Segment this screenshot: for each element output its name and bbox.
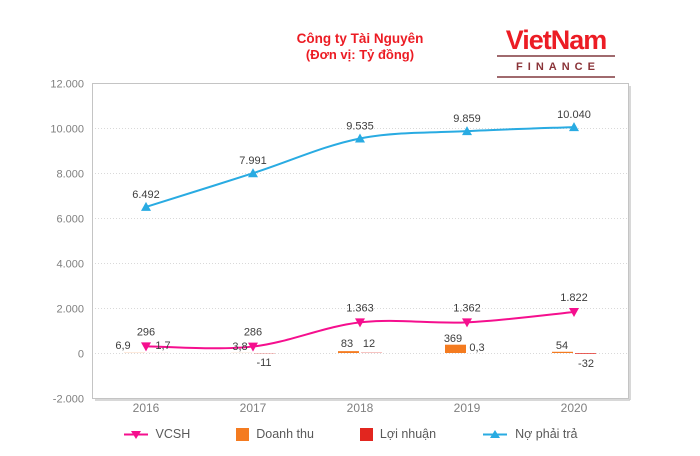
data-label: 1,7 bbox=[155, 340, 170, 352]
doanh-thu-bar bbox=[445, 344, 466, 353]
chart-title: Công ty Tài Nguyên bbox=[296, 31, 424, 46]
data-label: 369 bbox=[444, 333, 462, 345]
square-swatch-icon bbox=[236, 427, 250, 441]
vietnam-finance-logo: VietNam FINANCE bbox=[497, 27, 615, 78]
vcsh-marker bbox=[355, 318, 365, 328]
plot-border bbox=[92, 83, 629, 399]
vcsh-marker bbox=[248, 342, 258, 352]
data-label: 9.535 bbox=[346, 120, 374, 132]
square-swatch-icon bbox=[359, 427, 373, 441]
data-label: -11 bbox=[256, 357, 271, 369]
y-axis-tick-label: 10.000 bbox=[50, 124, 84, 136]
data-label: 83 bbox=[341, 338, 353, 350]
data-label: 286 bbox=[244, 327, 262, 339]
no-phai-tra-marker bbox=[462, 126, 472, 136]
triangle-up-line-icon bbox=[483, 429, 508, 438]
y-axis-tick-label: 8.000 bbox=[56, 169, 84, 181]
y-axis-tick-label: 2.000 bbox=[56, 304, 84, 316]
vcsh-line bbox=[145, 311, 575, 350]
vcsh-marker bbox=[569, 308, 579, 318]
data-label: 1.363 bbox=[346, 302, 374, 314]
data-label: -32 bbox=[578, 358, 594, 370]
legend-item-label: Doanh thu bbox=[256, 427, 314, 441]
legend-item-vcsh: VCSH bbox=[123, 427, 191, 441]
data-label: 1.822 bbox=[560, 292, 588, 304]
x-axis-label: 2018 bbox=[347, 401, 374, 415]
legend-item-label: Nợ phải trả bbox=[515, 427, 578, 441]
chart-title-block: Công ty Tài Nguyên (Đơn vị: Tỷ đồng) bbox=[220, 31, 500, 64]
doanh-thu-bar bbox=[338, 351, 359, 353]
no-phai-tra-marker bbox=[248, 168, 258, 178]
data-label: 1.362 bbox=[453, 302, 481, 314]
x-axis-label: 2020 bbox=[561, 401, 588, 415]
y-axis-tick-label: 6.000 bbox=[56, 214, 84, 226]
chart-subtitle: (Đơn vị: Tỷ đồng) bbox=[305, 47, 415, 63]
data-label: 9.859 bbox=[453, 113, 481, 125]
y-axis-tick-label: 4.000 bbox=[56, 259, 84, 271]
doanh-thu-bar bbox=[552, 351, 573, 353]
logo-finance-band: FINANCE bbox=[497, 55, 615, 78]
legend-item-label: Lợi nhuận bbox=[379, 427, 437, 441]
vcsh-marker bbox=[141, 342, 151, 352]
data-label: 10.040 bbox=[557, 109, 591, 121]
legend-item-loi-nhuan: Lợi nhuận bbox=[359, 427, 437, 441]
no-phai-tra-marker bbox=[355, 133, 365, 143]
triangle-down-line-icon bbox=[123, 430, 148, 439]
x-axis-label: 2016 bbox=[133, 401, 160, 415]
doanh-thu-bars bbox=[124, 344, 573, 353]
logo-finance-text: FINANCE bbox=[516, 61, 600, 73]
y-axis-tick-label: 0 bbox=[78, 349, 84, 361]
data-label: 7.991 bbox=[239, 155, 267, 167]
data-label: 3,8 bbox=[232, 341, 247, 353]
logo-name-text: VietNam bbox=[505, 25, 608, 55]
vcsh-marker bbox=[462, 318, 472, 328]
legend-item-label: VCSH bbox=[155, 427, 191, 441]
loi-nhuan-bar bbox=[575, 353, 596, 354]
x-axis-label: 2017 bbox=[240, 401, 267, 415]
x-axis-label: 2019 bbox=[454, 401, 481, 415]
legend-item-doanh-thu: Doanh thu bbox=[236, 427, 314, 441]
no-phai-tra-marker bbox=[569, 122, 579, 132]
data-label: 12 bbox=[363, 338, 375, 350]
data-label: 6,9 bbox=[115, 340, 130, 352]
data-label: 296 bbox=[137, 326, 155, 338]
loi-nhuan-bars bbox=[147, 352, 596, 354]
no-phai-tra-marker bbox=[141, 201, 151, 211]
data-label: 0,3 bbox=[469, 342, 484, 354]
y-axis-tick-label: -2.000 bbox=[53, 394, 84, 406]
data-label: 6.492 bbox=[132, 189, 160, 201]
legend-item-no-phai-tra: Nợ phải trả bbox=[482, 427, 577, 441]
y-axis-tick-label: 12.000 bbox=[50, 79, 84, 91]
chart-legend: VCSH Doanh thu Lợi nhuận Nợ phải trả bbox=[0, 421, 700, 447]
data-label: 54 bbox=[556, 340, 568, 352]
